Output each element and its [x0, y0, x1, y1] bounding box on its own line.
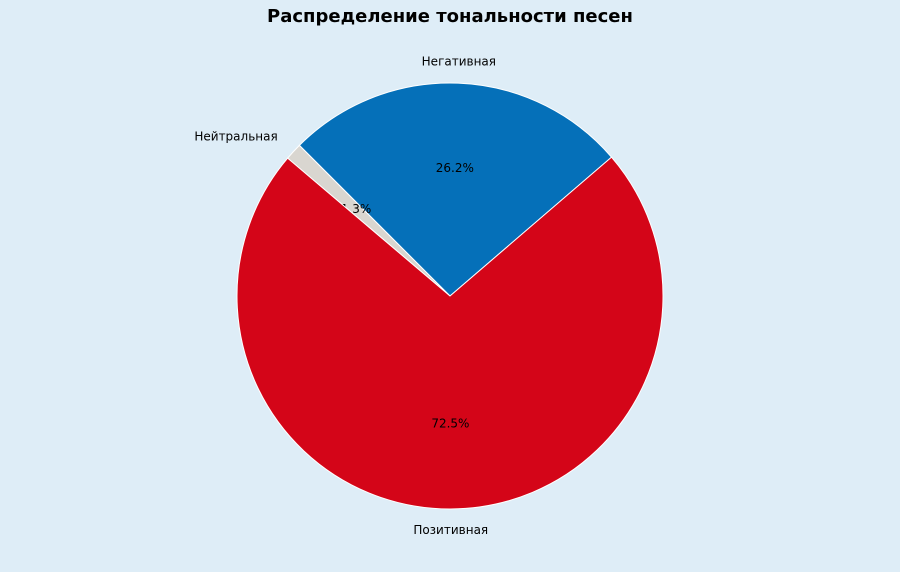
- slice-label: Нейтральная: [194, 130, 277, 144]
- slice-label: Позитивная: [413, 523, 488, 537]
- value-label: 72.5%: [431, 416, 469, 430]
- value-label: 26.2%: [436, 161, 474, 175]
- pie-slice: [236, 156, 664, 510]
- slice-label: Негативная: [422, 54, 496, 68]
- pie-slice: [298, 82, 613, 297]
- chart-title: Распределение тональности песен: [267, 6, 633, 27]
